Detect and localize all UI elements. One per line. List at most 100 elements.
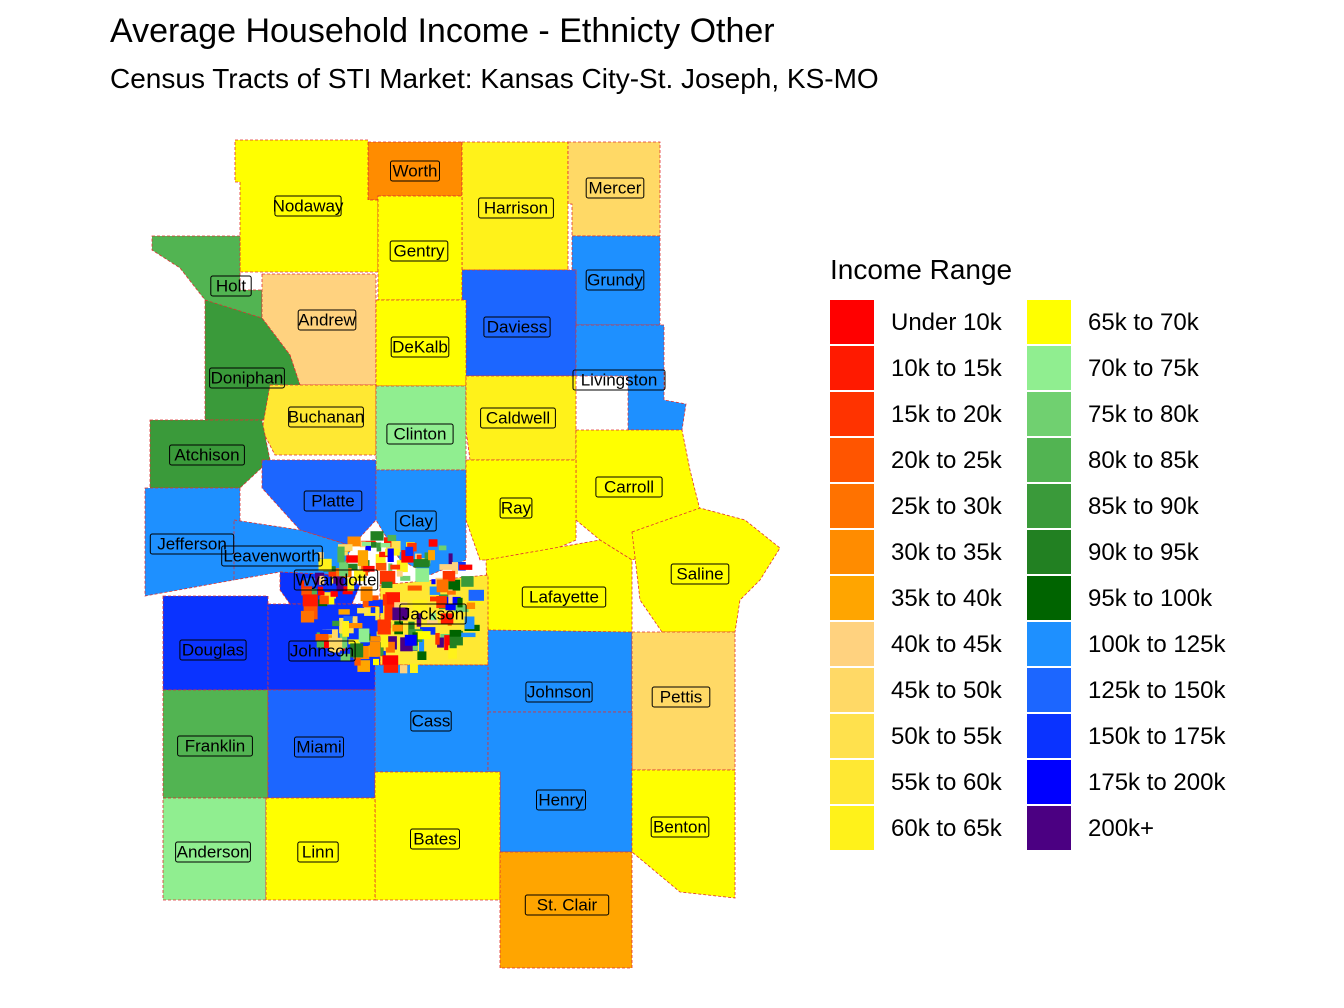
- census-tract: [404, 634, 417, 646]
- county-label-box: [399, 603, 467, 625]
- census-tract: [375, 606, 380, 621]
- county-name: Miami: [296, 737, 341, 756]
- legend-label: 25k to 30k: [891, 493, 1002, 520]
- county-name: Jefferson: [157, 534, 227, 553]
- census-tract: [396, 560, 408, 573]
- legend-item: 70k to 75k: [1027, 346, 1257, 392]
- census-tract: [360, 586, 373, 601]
- county-name: Livingston: [581, 370, 658, 389]
- county-name: Cass: [412, 711, 451, 730]
- county-name: Leavenworth: [223, 546, 320, 565]
- census-tract: [428, 539, 438, 547]
- legend-label: 75k to 80k: [1088, 401, 1199, 428]
- census-tract: [454, 630, 463, 646]
- census-tract: [408, 621, 415, 636]
- census-tract: [392, 624, 403, 632]
- legend-swatch: [1027, 806, 1071, 850]
- legend-label: 15k to 20k: [891, 401, 1002, 428]
- census-tract: [332, 620, 340, 627]
- census-tract: [368, 636, 381, 642]
- county-label: Clinton: [386, 423, 454, 445]
- legend-item: 20k to 25k: [830, 438, 1060, 484]
- legend-item: 85k to 90k: [1027, 484, 1257, 530]
- county-label-box: [536, 789, 586, 811]
- county-name: Benton: [653, 817, 707, 836]
- census-tract: [466, 602, 476, 609]
- legend-item: 10k to 15k: [830, 346, 1060, 392]
- county-name: Carroll: [604, 477, 654, 496]
- census-tract: [339, 561, 349, 577]
- census-tract: [347, 623, 363, 629]
- legend-label: 200k+: [1088, 815, 1155, 842]
- census-tract: [381, 581, 393, 588]
- county-label-box: [175, 841, 251, 863]
- legend-swatch: [1027, 484, 1071, 528]
- county-label: Holt: [210, 275, 252, 297]
- county-label-box: [525, 681, 593, 703]
- census-tract: [300, 610, 315, 623]
- legend-label: 60k to 65k: [891, 815, 1002, 842]
- census-tract: [375, 562, 387, 571]
- county-label-box: [179, 639, 247, 661]
- census-tract: [380, 543, 391, 548]
- county-shapes: [144, 139, 781, 969]
- county-name: Worth: [392, 161, 437, 180]
- county-label-box: [524, 894, 610, 916]
- legend-item: 95k to 100k: [1027, 576, 1257, 622]
- county-name: DeKalb: [392, 337, 448, 356]
- census-tract: [419, 637, 425, 653]
- county-area: [499, 851, 633, 969]
- census-tract: [430, 613, 437, 621]
- census-tract: [460, 632, 476, 638]
- census-tract: [380, 631, 389, 648]
- county-label-box: [221, 545, 323, 567]
- census-tract: [461, 576, 474, 587]
- county-label-box: [288, 640, 356, 662]
- legend-swatch: [830, 346, 874, 390]
- census-tract: [440, 613, 454, 625]
- census-tract: [400, 575, 411, 581]
- county-label-box: [651, 686, 711, 708]
- legend-swatch: [830, 668, 874, 712]
- legend-item: 65k to 70k: [1027, 300, 1257, 346]
- census-tract: [310, 633, 320, 645]
- county-area: [487, 711, 633, 853]
- legend-label: 80k to 85k: [1088, 447, 1199, 474]
- census-tract: [321, 641, 337, 649]
- legend-label: 10k to 15k: [891, 355, 1002, 382]
- legend-item: 55k to 60k: [830, 760, 1060, 806]
- county-name: Lafayette: [529, 587, 599, 606]
- census-tract: [449, 634, 457, 649]
- county-label-box: [177, 735, 253, 757]
- county-name: Ray: [501, 498, 532, 517]
- census-tract: [439, 564, 455, 570]
- county-label: DeKalb: [390, 336, 450, 358]
- legend-swatch: [1027, 760, 1071, 804]
- county-label-box: [670, 563, 730, 585]
- county-area: [631, 769, 736, 899]
- legend-item: 35k to 40k: [830, 576, 1060, 622]
- legend-swatch: [1027, 714, 1071, 758]
- census-tract: [451, 562, 458, 575]
- county-area: [261, 459, 377, 547]
- legend-title: Income Range: [830, 254, 1013, 285]
- census-tract: [322, 629, 338, 641]
- county-label: Worth: [390, 160, 440, 182]
- county-label-box: [499, 497, 533, 519]
- census-tract: [357, 607, 368, 614]
- county-label: Ray: [499, 497, 533, 519]
- county-area: [567, 141, 661, 237]
- county-label: Buchanan: [288, 406, 364, 428]
- census-tract: [396, 570, 403, 577]
- county-name: Atchison: [174, 445, 239, 464]
- census-tract: [323, 583, 337, 591]
- census-tract: [436, 548, 442, 563]
- census-tract: [468, 589, 484, 601]
- county-label: Nodaway: [273, 195, 344, 217]
- county-label: Jackson: [399, 603, 467, 625]
- county-label-box: [209, 367, 285, 389]
- county-label-box: [390, 160, 440, 182]
- county-label-box: [389, 240, 449, 262]
- census-tract: [365, 542, 371, 551]
